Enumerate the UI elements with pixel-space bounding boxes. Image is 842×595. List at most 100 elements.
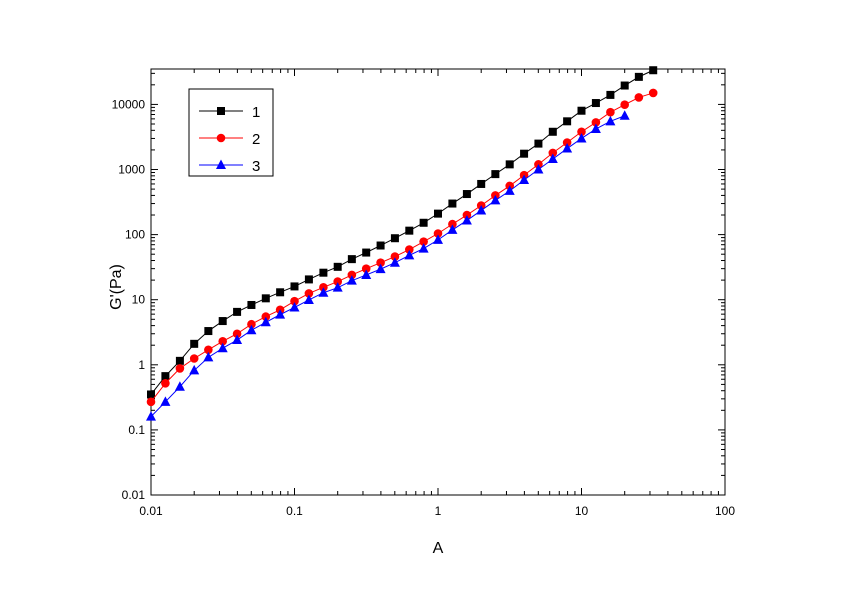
data-point xyxy=(319,268,328,277)
data-point xyxy=(577,127,586,137)
data-point xyxy=(275,309,286,319)
data-point xyxy=(434,209,442,218)
data-point xyxy=(347,270,357,280)
legend-marker-3 xyxy=(216,159,226,169)
data-point xyxy=(346,275,357,285)
data-point xyxy=(606,107,615,117)
data-point xyxy=(174,381,185,391)
legend-box xyxy=(188,88,274,177)
data-point xyxy=(175,356,184,365)
y-tick-label: 100 xyxy=(125,228,145,242)
y-axis-title: G'(Pa) xyxy=(108,264,125,310)
x-tick-label: 100 xyxy=(715,504,735,518)
data-point xyxy=(462,190,471,199)
legend-label-1: 1 xyxy=(252,104,260,121)
legend-label-3: 3 xyxy=(252,158,260,175)
data-point xyxy=(591,118,601,127)
data-point xyxy=(648,88,658,98)
data-point xyxy=(233,307,242,316)
data-point xyxy=(606,90,615,99)
data-point xyxy=(504,185,515,195)
data-point xyxy=(548,127,557,136)
data-point xyxy=(419,237,428,246)
data-point xyxy=(289,301,300,312)
data-point xyxy=(303,294,314,304)
data-point xyxy=(405,226,414,235)
data-point xyxy=(418,243,429,253)
data-point xyxy=(332,282,343,292)
data-point xyxy=(390,234,399,243)
data-point xyxy=(448,199,457,208)
data-point xyxy=(161,378,170,388)
data-point xyxy=(576,132,587,143)
x-axis-title: A xyxy=(433,540,444,557)
data-point xyxy=(218,317,227,326)
data-point xyxy=(260,316,271,327)
data-point xyxy=(448,219,457,229)
y-tick-label: 10 xyxy=(132,293,146,307)
data-point xyxy=(203,351,214,362)
data-point xyxy=(204,345,213,355)
y-tick-label: 1000 xyxy=(118,163,145,177)
data-point xyxy=(433,234,443,244)
data-point xyxy=(247,300,256,309)
data-point xyxy=(548,148,558,158)
data-point xyxy=(477,179,486,188)
data-point xyxy=(419,218,428,227)
data-point xyxy=(333,262,342,271)
data-point xyxy=(620,100,629,110)
axis-ticks xyxy=(150,69,726,496)
data-point xyxy=(405,245,414,254)
data-point xyxy=(605,115,616,126)
data-point xyxy=(246,324,257,335)
data-point xyxy=(590,123,601,133)
series-3 xyxy=(146,110,630,421)
data-point xyxy=(634,72,643,81)
legend-marker-1 xyxy=(217,107,225,115)
data-point xyxy=(591,99,600,108)
data-point xyxy=(161,372,170,381)
data-point xyxy=(261,312,271,321)
y-tick-label: 10000 xyxy=(112,97,146,111)
data-point xyxy=(333,277,342,286)
data-point xyxy=(304,275,313,284)
data-point xyxy=(361,269,372,279)
data-point xyxy=(461,214,472,225)
data-point xyxy=(318,287,329,297)
series-3-line xyxy=(150,115,625,417)
data-point xyxy=(447,224,458,234)
data-point xyxy=(175,364,185,373)
data-point xyxy=(146,411,156,421)
data-point xyxy=(562,143,573,153)
data-point xyxy=(634,93,644,102)
x-tick-label: 0.01 xyxy=(139,504,163,518)
series-2 xyxy=(146,88,658,407)
data-point xyxy=(160,396,171,406)
data-point xyxy=(375,263,386,274)
data-point xyxy=(547,153,558,164)
data-point xyxy=(533,164,544,174)
data-point xyxy=(389,257,400,267)
data-point xyxy=(290,282,299,291)
data-point xyxy=(276,288,285,297)
data-point xyxy=(476,204,487,215)
data-point xyxy=(577,106,586,115)
data-point xyxy=(490,194,501,205)
data-point xyxy=(649,66,658,75)
series-1 xyxy=(147,66,658,399)
data-point xyxy=(376,241,385,250)
data-point xyxy=(520,149,529,158)
data-point xyxy=(147,390,155,399)
data-point xyxy=(562,138,572,147)
x-tick-label: 10 xyxy=(575,504,589,518)
data-point xyxy=(261,294,270,303)
data-point xyxy=(376,258,385,268)
data-point xyxy=(362,248,371,257)
data-point xyxy=(304,289,314,298)
data-point xyxy=(290,296,299,306)
x-tick-label: 1 xyxy=(435,504,442,518)
data-point xyxy=(404,249,415,260)
y-tick-label: 1 xyxy=(138,358,145,372)
data-point xyxy=(563,117,572,126)
